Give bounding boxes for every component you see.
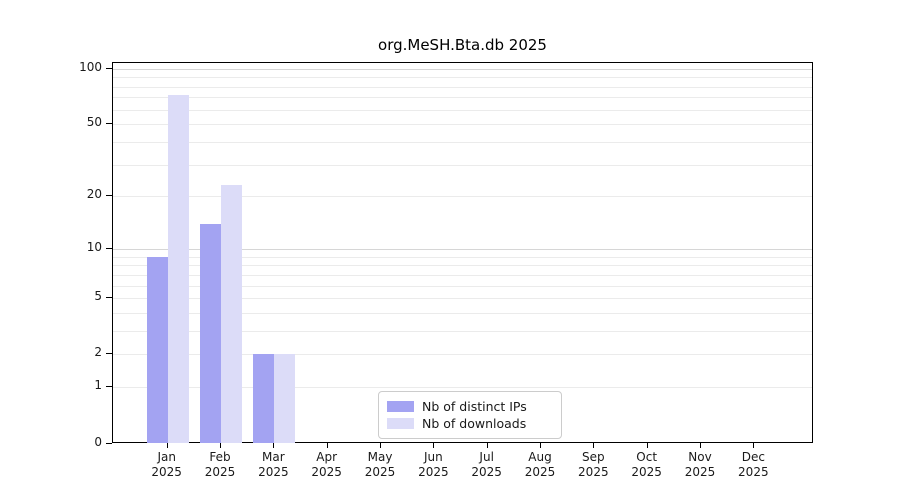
x-tick-label: Nov 2025 bbox=[684, 449, 716, 479]
y-axis-tick bbox=[106, 67, 112, 69]
gridline bbox=[113, 86, 812, 88]
y-axis-tick bbox=[106, 442, 112, 444]
legend-item-downloads: Nb of downloads bbox=[387, 415, 551, 432]
x-tick-label: Feb 2025 bbox=[204, 449, 236, 479]
x-axis-tick bbox=[646, 442, 648, 448]
legend-label: Nb of distinct IPs bbox=[422, 399, 527, 414]
y-tick-label: 5 bbox=[94, 289, 102, 304]
y-axis-tick bbox=[106, 386, 112, 388]
y-tick-label: 50 bbox=[86, 115, 102, 130]
x-tick-label: Jul 2025 bbox=[471, 449, 502, 479]
legend-swatch-icon bbox=[387, 418, 414, 429]
x-tick-label: Jun 2025 bbox=[418, 449, 449, 479]
gridline bbox=[113, 124, 812, 126]
gridline bbox=[113, 97, 812, 99]
y-tick-label: 10 bbox=[86, 239, 102, 254]
y-axis-tick bbox=[106, 247, 112, 249]
x-tick-label: Sep 2025 bbox=[578, 449, 609, 479]
x-tick-label: Aug 2025 bbox=[524, 449, 556, 479]
gridline bbox=[113, 164, 812, 166]
bar-downloads bbox=[274, 354, 296, 443]
gridline bbox=[113, 196, 812, 198]
y-tick-label: 1 bbox=[94, 378, 102, 393]
x-axis-tick bbox=[486, 442, 488, 448]
gridline bbox=[113, 331, 812, 333]
legend-item-distinct-ips: Nb of distinct IPs bbox=[387, 398, 551, 415]
bar-downloads bbox=[167, 95, 189, 443]
legend-swatch-icon bbox=[387, 401, 414, 412]
plot-area bbox=[112, 62, 813, 443]
x-tick-label: Dec 2025 bbox=[738, 449, 769, 479]
x-axis-tick bbox=[326, 442, 328, 448]
x-tick-label: Oct 2025 bbox=[631, 449, 662, 479]
gridline bbox=[113, 256, 812, 258]
x-tick-label: Mar 2025 bbox=[258, 449, 289, 479]
bar-distinct-ips bbox=[200, 223, 222, 443]
x-tick-label: Apr 2025 bbox=[311, 449, 342, 479]
gridline bbox=[113, 141, 812, 143]
gridline bbox=[113, 248, 812, 250]
x-axis-tick bbox=[753, 442, 755, 448]
y-tick-label: 2 bbox=[94, 345, 102, 360]
y-axis-tick bbox=[106, 123, 112, 125]
x-tick-label: Jan 2025 bbox=[151, 449, 182, 479]
gridline bbox=[113, 265, 812, 267]
gridline bbox=[113, 298, 812, 300]
chart-title: org.MeSH.Bta.db 2025 bbox=[378, 36, 547, 54]
gridline bbox=[113, 77, 812, 79]
gridline bbox=[113, 387, 812, 389]
legend-label: Nb of downloads bbox=[422, 416, 527, 431]
y-tick-label: 20 bbox=[86, 187, 102, 202]
y-tick-label: 100 bbox=[79, 59, 102, 74]
bar-distinct-ips bbox=[146, 256, 168, 443]
bar-distinct-ips bbox=[253, 354, 275, 443]
x-axis-tick bbox=[380, 442, 382, 448]
x-axis-tick bbox=[273, 442, 275, 448]
x-tick-label: May 2025 bbox=[364, 449, 396, 479]
gridline bbox=[113, 274, 812, 276]
y-tick-label: 0 bbox=[94, 434, 102, 449]
x-axis-tick bbox=[433, 442, 435, 448]
bar-downloads bbox=[221, 185, 243, 443]
gridline bbox=[113, 285, 812, 287]
y-axis-tick bbox=[106, 353, 112, 355]
legend: Nb of distinct IPs Nb of downloads bbox=[378, 391, 562, 439]
x-axis-tick bbox=[593, 442, 595, 448]
x-axis-tick bbox=[700, 442, 701, 448]
x-axis-tick bbox=[220, 442, 222, 448]
x-axis-tick bbox=[540, 442, 541, 448]
gridline bbox=[113, 354, 812, 356]
gridline bbox=[113, 109, 812, 111]
gridline bbox=[113, 68, 812, 70]
y-axis-tick bbox=[106, 297, 112, 299]
x-axis-tick bbox=[166, 442, 168, 448]
y-axis-tick bbox=[106, 195, 112, 197]
gridline bbox=[113, 312, 812, 314]
